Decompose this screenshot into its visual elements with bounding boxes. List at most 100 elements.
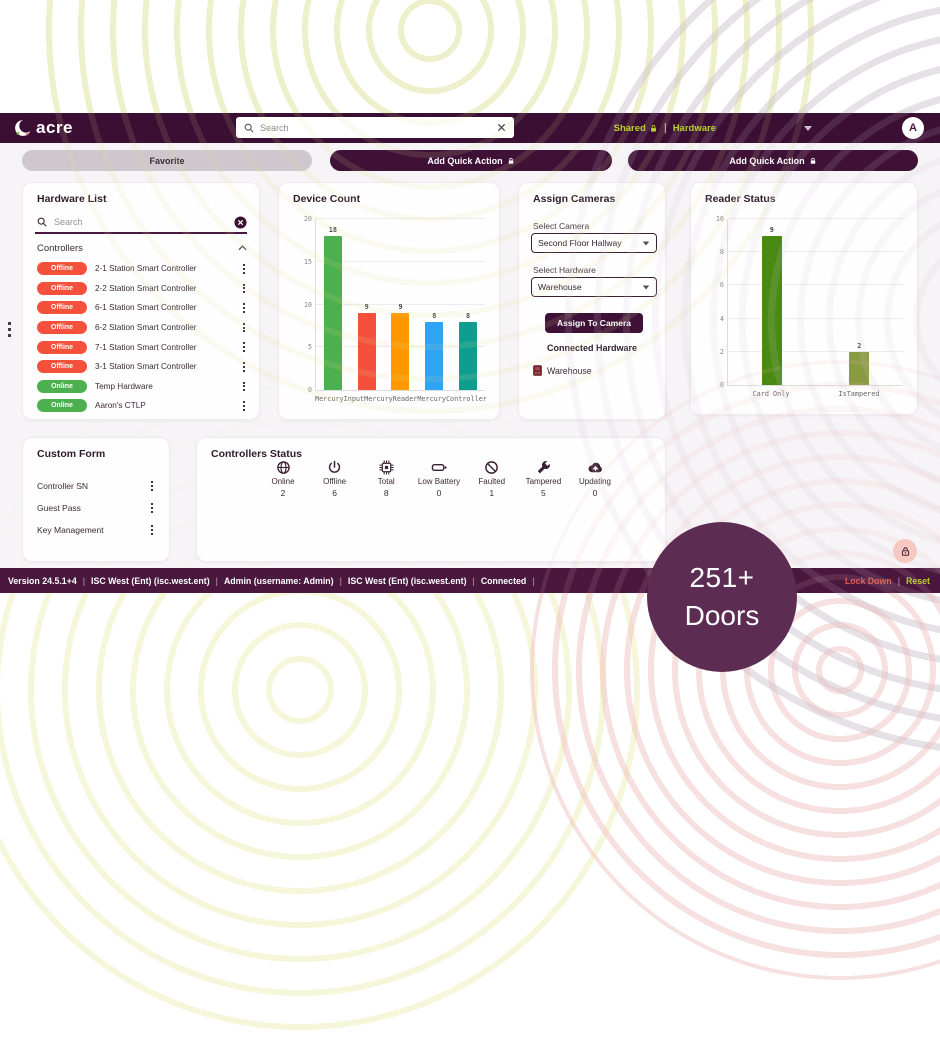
- gridline: [728, 218, 903, 219]
- lock-down-button[interactable]: Lock Down: [844, 575, 892, 586]
- kebab-menu-icon[interactable]: [237, 301, 251, 315]
- favorite-button[interactable]: Favorite: [22, 150, 312, 171]
- power-icon: [327, 460, 342, 475]
- connected-hardware-item[interactable]: Warehouse: [533, 365, 592, 376]
- y-axis-tick: 15: [303, 257, 312, 266]
- x-axis-labels: MercuryInput MercuryReader MercuryControll…: [315, 395, 487, 407]
- gridline: [728, 350, 903, 352]
- custom-form-item[interactable]: Controller SN: [37, 478, 159, 494]
- header-divider: |: [663, 122, 667, 134]
- clear-search-circle-icon[interactable]: [234, 215, 247, 229]
- hardware-name: Temp Hardware: [95, 381, 153, 391]
- reader-status-title: Reader Status: [705, 193, 776, 205]
- hardware-list-item[interactable]: Offline 2-2 Station Smart Controller: [33, 279, 251, 299]
- kebab-menu-icon[interactable]: [237, 380, 251, 394]
- reset-button[interactable]: Reset: [906, 575, 930, 586]
- hardware-select[interactable]: Warehouse: [531, 277, 657, 297]
- status-stat-tampered: Tampered 5: [523, 460, 563, 498]
- kebab-menu-icon[interactable]: [145, 479, 159, 493]
- kebab-menu-icon[interactable]: [237, 321, 251, 335]
- bar-value-label: 8: [432, 311, 437, 320]
- controllers-group-header[interactable]: Controllers: [37, 240, 247, 256]
- global-search-input[interactable]: Search: [236, 117, 514, 138]
- assign-to-camera-button[interactable]: Assign To Camera: [545, 313, 643, 333]
- x-axis-tick: Card Only: [752, 390, 790, 398]
- status-bar-info: Version 24.5.1+4 | ISC West (Ent) (isc.wes…: [8, 576, 845, 586]
- panel-drag-handle[interactable]: [8, 322, 11, 337]
- stat-label: Tampered: [525, 477, 562, 486]
- stat-label: Faulted: [478, 477, 506, 486]
- chart-plot-area: 0 2 4 6 8 10 9 2: [716, 215, 903, 389]
- lockdown-fab-button[interactable]: [893, 539, 917, 563]
- prohibited-icon: [484, 460, 499, 475]
- status-badge: Offline: [37, 281, 87, 295]
- add-quick-action-button-2[interactable]: Add Quick Action: [628, 150, 918, 171]
- kebab-menu-icon[interactable]: [145, 523, 159, 537]
- bar: [459, 321, 478, 390]
- clear-search-icon[interactable]: [497, 123, 506, 132]
- chevron-down-icon: [642, 241, 650, 245]
- hardware-list-item[interactable]: Offline 6-2 Station Smart Controller: [33, 318, 251, 338]
- app-header: acre Search Shared | Hardware A: [0, 113, 940, 143]
- device-count-panel: Device Count 0 5 10 15 20 18 9 9 8 8 MercuryInput M…: [278, 182, 500, 420]
- kebab-menu-icon[interactable]: [237, 262, 251, 276]
- assign-cameras-title: Assign Cameras: [533, 193, 616, 205]
- status-segment: ISC West (Ent) (isc.west.ent): [91, 575, 210, 586]
- camera-select-value: Second Floor Hallway: [538, 238, 622, 248]
- add-quick-action-button-1[interactable]: Add Quick Action: [330, 150, 612, 171]
- stat-value: 6: [332, 488, 337, 498]
- gridline: [316, 218, 485, 219]
- status-separator: |: [532, 575, 535, 586]
- bar: [425, 321, 444, 390]
- avatar-letter: A: [909, 122, 917, 134]
- status-separator: |: [472, 575, 475, 586]
- select-camera-label: Select Camera: [533, 221, 590, 231]
- hardware-list-item[interactable]: Offline 7-1 Station Smart Controller: [33, 337, 251, 357]
- y-axis-tick: 0: [719, 381, 724, 389]
- hardware-name: Aaron's CTLP: [95, 401, 146, 411]
- y-axis-tick: 20: [303, 215, 312, 223]
- context-selector-label[interactable]: Hardware: [672, 122, 716, 134]
- device-count-chart: 0 5 10 15 20 18 9 9 8 8 MercuryInput MercuryReader M…: [291, 215, 489, 409]
- y-axis-tick: 6: [719, 281, 724, 290]
- camera-select[interactable]: Second Floor Hallway: [531, 233, 657, 253]
- hardware-list-item[interactable]: Offline 2-1 Station Smart Controller: [33, 259, 251, 279]
- x-axis-tick: MercuryController: [417, 395, 487, 403]
- stat-value: 1: [489, 488, 495, 498]
- custom-form-item[interactable]: Key Management: [37, 522, 159, 538]
- hardware-list-item[interactable]: Offline 3-1 Station Smart Controller: [33, 357, 251, 377]
- status-bar-actions: Lock Down | Reset: [845, 576, 930, 586]
- hardware-list-item[interactable]: Online Aaron's CTLP: [33, 396, 251, 416]
- status-segment: ISC West (Ent) (isc.west.ent): [347, 575, 467, 586]
- connected-hardware-label: Connected Hardware: [546, 343, 638, 353]
- stat-value: 0: [436, 488, 442, 498]
- bar-slot: 8: [417, 219, 451, 390]
- assign-button-label: Assign To Camera: [556, 318, 631, 328]
- custom-form-title: Custom Form: [37, 448, 106, 460]
- status-badge: Offline: [37, 340, 87, 354]
- kebab-menu-icon[interactable]: [237, 282, 251, 296]
- avatar[interactable]: A: [902, 117, 924, 139]
- gridline: [728, 251, 903, 253]
- custom-form-item[interactable]: Guest Pass: [37, 500, 159, 516]
- x-axis-tick: MercuryReader: [364, 395, 418, 403]
- hardware-list-panel: Hardware List Search Controllers Offline…: [22, 182, 260, 420]
- kebab-menu-icon[interactable]: [237, 360, 251, 374]
- kebab-menu-icon[interactable]: [237, 399, 251, 413]
- kebab-menu-icon[interactable]: [237, 340, 251, 354]
- hardware-list-item[interactable]: Online Temp Hardware: [33, 377, 251, 397]
- chevron-up-icon: [238, 245, 247, 251]
- status-separator: |: [897, 575, 901, 586]
- hardware-search-input[interactable]: Search: [37, 213, 247, 231]
- kebab-menu-icon[interactable]: [145, 501, 159, 515]
- stat-label: Low Battery: [417, 477, 461, 486]
- chevron-down-icon[interactable]: [804, 125, 812, 131]
- acre-logo[interactable]: acre: [14, 118, 73, 138]
- header-right: Shared | Hardware A: [614, 113, 940, 143]
- status-badge: Online: [37, 379, 87, 393]
- bar-value-label: 9: [364, 303, 369, 312]
- bar-value-label: 8: [466, 311, 471, 320]
- shared-lock-icon: [649, 124, 658, 133]
- hardware-list-item[interactable]: Offline 6-1 Station Smart Controller: [33, 298, 251, 318]
- chevron-down-icon: [642, 285, 650, 289]
